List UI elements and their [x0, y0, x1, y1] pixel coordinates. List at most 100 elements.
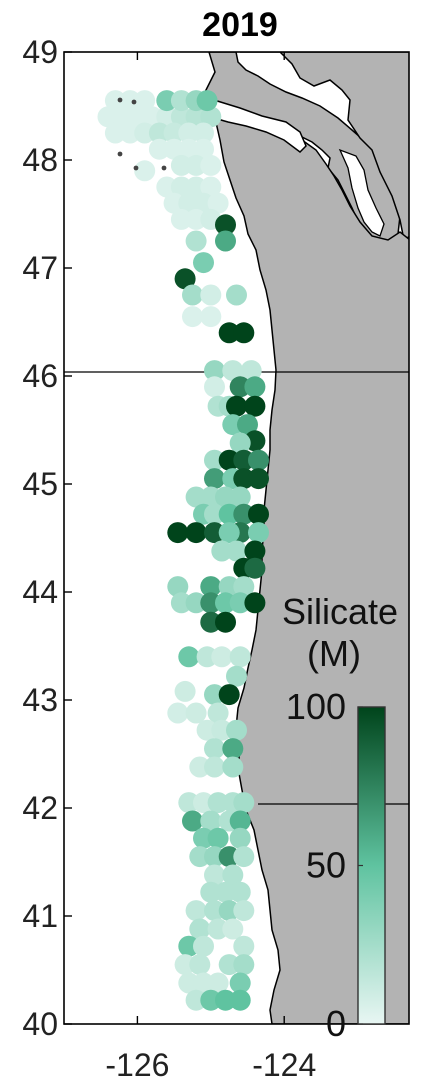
- station-point: [204, 360, 225, 382]
- station-point: [233, 449, 255, 471]
- station-point: [204, 756, 225, 778]
- station-point: [170, 106, 192, 128]
- station-point: [148, 138, 170, 160]
- station-point: [200, 284, 222, 306]
- station-point: [178, 192, 200, 214]
- station-point: [185, 176, 207, 198]
- station-point: [204, 376, 225, 398]
- colorbar: Silicate (M) 0 50 100: [282, 591, 398, 1044]
- station-point: [215, 989, 236, 1011]
- station-point: [174, 680, 196, 702]
- station-point: [204, 522, 225, 544]
- station-point: [207, 972, 229, 994]
- station-point: [215, 881, 236, 903]
- station-point: [148, 122, 170, 144]
- station-point: [167, 702, 189, 724]
- station-point: [167, 576, 189, 598]
- station-point: [170, 592, 192, 614]
- station-point: [193, 972, 214, 994]
- station-point: [204, 900, 225, 922]
- station-point: [185, 900, 207, 922]
- x-axis: -126 -124: [105, 52, 316, 1083]
- stations: [97, 90, 269, 1011]
- station-point: [185, 592, 207, 614]
- station-point: [178, 646, 200, 668]
- map-area: [64, 52, 409, 1024]
- dark-marker: [161, 165, 167, 171]
- station-point: [248, 468, 269, 490]
- station-point: [248, 449, 269, 471]
- station-point: [185, 486, 207, 508]
- station-point: [204, 503, 225, 525]
- station-point: [233, 576, 255, 598]
- station-point: [218, 503, 240, 525]
- station-point: [126, 106, 148, 128]
- station-point: [229, 486, 251, 508]
- chart-title: 2019: [202, 6, 278, 44]
- station-point: [200, 989, 222, 1011]
- station-point: [178, 792, 200, 814]
- station-point: [170, 208, 192, 230]
- station-point: [193, 122, 214, 144]
- station-point: [222, 918, 244, 940]
- station-point: [134, 160, 156, 182]
- station-point: [233, 792, 255, 814]
- station-point: [119, 90, 141, 112]
- station-point: [204, 468, 225, 490]
- station-point: [185, 154, 207, 176]
- station-point: [193, 138, 214, 160]
- station-point: [218, 684, 240, 706]
- station-point: [233, 935, 255, 957]
- station-point: [200, 106, 222, 128]
- station-point: [244, 557, 266, 579]
- station-point: [193, 252, 214, 274]
- station-point: [200, 592, 222, 614]
- station-point: [229, 810, 251, 832]
- station-point: [229, 432, 251, 454]
- station-point: [222, 738, 244, 760]
- plot-frame: [63, 51, 410, 1025]
- station-point: [141, 106, 163, 128]
- station-point: [207, 792, 229, 814]
- x-tick-label: -124: [252, 1047, 316, 1083]
- station-point: [229, 989, 251, 1011]
- station-point: [200, 486, 222, 508]
- station-point: [97, 106, 119, 128]
- station-point: [167, 522, 189, 544]
- station-point: [134, 122, 156, 144]
- station-point: [233, 954, 255, 976]
- station-point: [244, 376, 266, 398]
- station-point: [200, 611, 222, 633]
- station-point: [218, 576, 240, 598]
- station-point: [218, 846, 240, 868]
- station-point: [163, 192, 185, 214]
- station-point: [218, 522, 240, 544]
- puget-sound: [338, 148, 385, 237]
- station-point: [178, 138, 200, 160]
- station-point: [156, 90, 178, 112]
- station-point: [178, 972, 200, 994]
- station-point: [112, 106, 134, 128]
- station-point: [185, 208, 207, 230]
- station-point: [244, 592, 266, 614]
- dark-marker: [131, 99, 137, 105]
- station-point: [215, 611, 236, 633]
- station-point: [222, 360, 244, 382]
- station-point: [215, 486, 236, 508]
- station-point: [196, 646, 218, 668]
- station-point: [222, 756, 244, 778]
- station-point: [240, 360, 262, 382]
- station-point: [182, 306, 203, 328]
- y-tick-label: 42: [22, 790, 58, 826]
- station-point: [229, 881, 251, 903]
- station-point: [233, 846, 255, 868]
- station-point: [204, 846, 225, 868]
- station-point: [200, 576, 222, 598]
- station-point: [233, 468, 255, 490]
- y-tick-label: 47: [22, 250, 58, 286]
- station-point: [200, 154, 222, 176]
- station-point: [229, 646, 251, 668]
- station-point: [200, 810, 222, 832]
- dark-markers: [117, 97, 167, 171]
- dark-marker: [117, 151, 123, 157]
